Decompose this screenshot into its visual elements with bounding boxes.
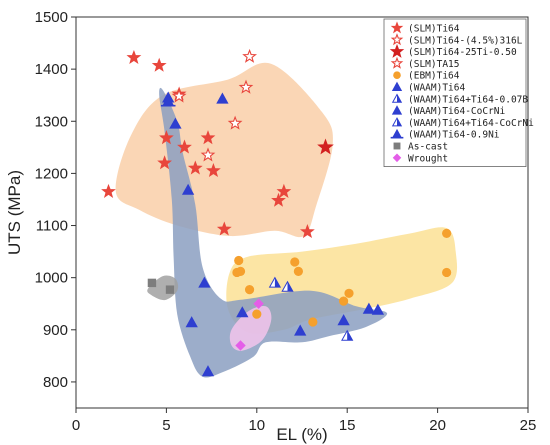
x-tick-label-0: 0 [72, 417, 80, 434]
point-1-0 [171, 88, 187, 103]
x-axis-label: EL (%) [276, 425, 327, 444]
x-tick-label-2: 10 [248, 417, 265, 434]
point-0-2 [151, 57, 167, 72]
y-tick-label-6: 1400 [35, 61, 68, 78]
point-4-1 [234, 255, 244, 266]
legend-entry-2: (SLM)Ti64-25Ti-0.50 [408, 47, 517, 58]
tick-labels: 0 5 10 15 20 25 800 900 1000 1100 1200 1300 1400 1500 [35, 9, 537, 434]
point-0-1 [126, 49, 142, 64]
legend-marker-9 [390, 128, 404, 139]
legend-marker-7 [391, 105, 403, 115]
point-11-1 [253, 298, 264, 309]
legend-marker-10 [393, 142, 401, 150]
point-4-6 [293, 266, 303, 277]
legend-marker-0 [390, 21, 404, 34]
legend-marker-2 [389, 43, 405, 58]
point-2-0 [317, 138, 334, 155]
point-11-0 [235, 340, 246, 351]
legend-marker-11 [392, 153, 402, 163]
y-tick-label-4: 1200 [35, 165, 68, 182]
point-1-1 [238, 79, 254, 94]
point-0-7 [187, 160, 203, 175]
data-points [101, 48, 452, 377]
legend-entry-4: (EBM)Ti64 [408, 71, 460, 82]
legend-entry-9: (WAAM)Ti64-0.9Ni [408, 130, 500, 141]
point-1-2 [242, 48, 258, 63]
y-tick-label-0: 800 [43, 374, 68, 391]
y-tick-label-1: 900 [43, 322, 68, 339]
point-5-9 [371, 303, 385, 315]
point-5-2 [181, 183, 195, 195]
point-3-0 [200, 147, 216, 162]
x-tick-label-5: 25 [520, 417, 537, 434]
point-0-4 [159, 130, 174, 145]
point-4-8 [338, 296, 349, 306]
legend-entry-1: (SLM)Ti64-(4.5%)316L [408, 35, 523, 46]
point-7-0 [294, 324, 307, 336]
point-5-10 [185, 316, 198, 328]
x-tick-label-3: 15 [339, 417, 356, 434]
point-5-3 [198, 276, 211, 288]
y-tick-label-5: 1300 [35, 113, 68, 130]
legend-entry-11: Wrought [408, 153, 448, 164]
point-9-0 [160, 95, 176, 107]
point-0-13 [299, 224, 315, 239]
point-0-12 [276, 183, 292, 199]
point-4-10 [442, 228, 452, 238]
x-tick-label-1: 5 [162, 417, 170, 434]
point-10-1 [165, 285, 175, 294]
point-0-9 [206, 162, 221, 178]
point-4-4 [252, 309, 262, 319]
x-tick-label-4: 20 [429, 417, 446, 434]
point-0-6 [177, 139, 192, 154]
point-5-1 [169, 117, 182, 129]
y-tick-label-7: 1500 [35, 9, 68, 26]
point-4-3 [244, 285, 255, 295]
legend-entry-6: (WAAM)Ti64+Ti64-0.07B [408, 94, 528, 105]
y-tick-label-3: 1100 [36, 218, 68, 235]
legend-entry-0: (SLM)Ti64 [408, 24, 460, 35]
legend-marker-3 [390, 56, 404, 69]
legend-entry-5: (WAAM)Ti64 [408, 83, 465, 94]
legend-marker-1 [390, 33, 404, 46]
point-4-7 [308, 317, 318, 327]
legend-marker-4 [393, 71, 401, 80]
point-0-10 [216, 221, 232, 236]
legend-marker-8 [391, 117, 403, 127]
point-4-2 [235, 266, 246, 277]
region-0 [115, 62, 333, 238]
plot-frame [75, 16, 529, 409]
point-6-0 [268, 276, 282, 288]
legend: (SLM)Ti64(SLM)Ti64-(4.5%)316L(SLM)Ti64-2… [383, 18, 534, 168]
point-0-8 [200, 130, 216, 145]
point-5-4 [201, 365, 215, 377]
point-4-9 [344, 288, 354, 298]
legend-marker-5 [391, 81, 403, 91]
legend-box [383, 18, 527, 168]
axes [71, 16, 529, 413]
legend-entry-10: As-cast [408, 142, 448, 153]
legend-entry-7: (WAAM)Ti64-CoCrNi [408, 106, 506, 117]
legend-entry-8: (WAAM)Ti64+Ti64-CoCrNi [408, 118, 534, 129]
point-4-11 [442, 267, 452, 278]
point-5-6 [236, 306, 249, 318]
legend-marker-6 [391, 93, 403, 103]
region-2 [159, 87, 388, 378]
region-4 [229, 305, 272, 351]
point-0-0 [101, 183, 116, 199]
point-3-1 [227, 115, 243, 130]
y-tick-label-2: 1000 [35, 270, 68, 287]
point-8-0 [341, 329, 354, 341]
point-5-7 [337, 314, 350, 326]
point-6-1 [281, 280, 294, 292]
point-5-5 [216, 92, 229, 104]
point-0-11 [271, 192, 286, 207]
y-axis-label: UTS (MPa) [5, 170, 24, 255]
point-5-8 [362, 302, 376, 314]
legend-entry-3: (SLM)TA15 [408, 59, 459, 70]
point-10-0 [147, 278, 157, 288]
point-0-3 [157, 155, 172, 170]
point-4-5 [290, 257, 300, 267]
